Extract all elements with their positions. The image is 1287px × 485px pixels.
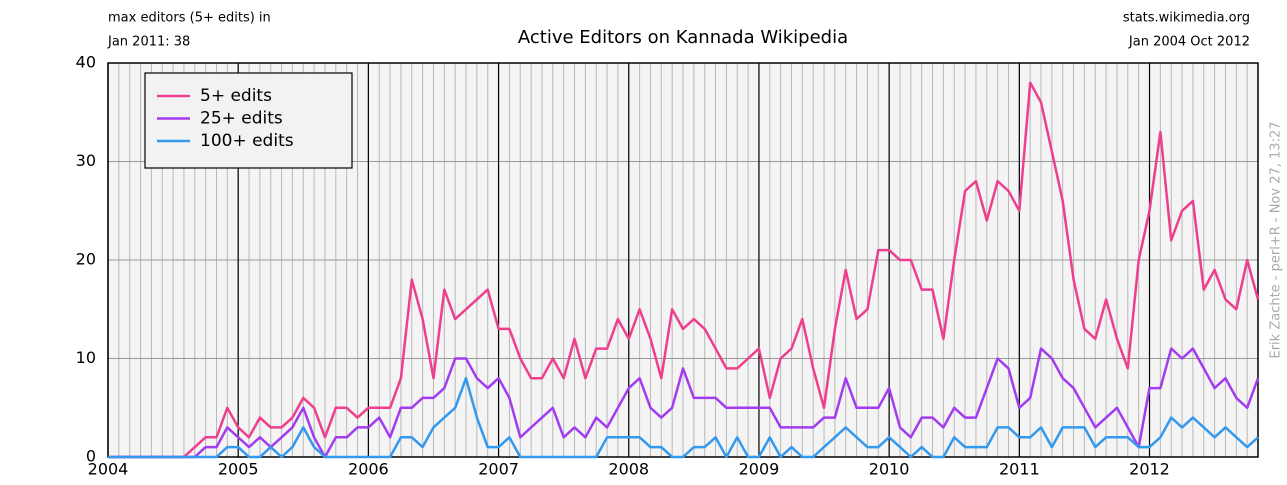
x-tick-label: 2008 xyxy=(608,460,649,479)
series-line xyxy=(108,81,1260,459)
legend-label: 25+ edits xyxy=(200,109,283,129)
series-line xyxy=(108,347,1260,459)
legend-label: 5+ edits xyxy=(200,86,272,106)
legend-label: 100+ edits xyxy=(200,131,294,151)
x-tick-label: 2007 xyxy=(478,460,519,479)
annotation: Jan 2011: 38 xyxy=(107,35,190,50)
y-tick-label: 10 xyxy=(76,348,96,367)
y-tick-label: 30 xyxy=(76,151,96,170)
credit: Erik Zachte - perl+R - Nov 27, 13:27 xyxy=(1269,121,1284,358)
y-tick-label: 20 xyxy=(76,250,96,269)
x-tick-label: 2006 xyxy=(348,460,389,479)
annotation: max editors (5+ edits) in xyxy=(108,11,271,26)
x-tick-label: 2005 xyxy=(218,460,259,479)
y-tick-label: 40 xyxy=(76,53,96,72)
x-tick-label: 2012 xyxy=(1129,460,1170,479)
y-tick-label: 0 xyxy=(86,447,96,466)
series-line xyxy=(108,376,1259,459)
chart-title: Active Editors on Kannada Wikipedia xyxy=(518,27,848,48)
x-tick-label: 2011 xyxy=(999,460,1040,479)
legend-box xyxy=(144,72,353,169)
x-tick-label: 2004 xyxy=(88,460,129,479)
annotation: stats.wikimedia.org xyxy=(1123,11,1250,26)
x-tick-label: 2009 xyxy=(739,460,780,479)
x-tick-label: 2010 xyxy=(869,460,910,479)
annotation: Jan 2004 Oct 2012 xyxy=(1128,35,1250,50)
